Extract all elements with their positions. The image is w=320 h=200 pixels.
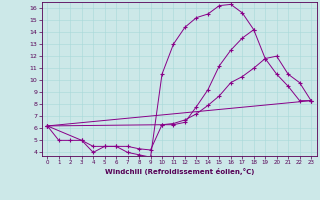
X-axis label: Windchill (Refroidissement éolien,°C): Windchill (Refroidissement éolien,°C) (105, 168, 254, 175)
